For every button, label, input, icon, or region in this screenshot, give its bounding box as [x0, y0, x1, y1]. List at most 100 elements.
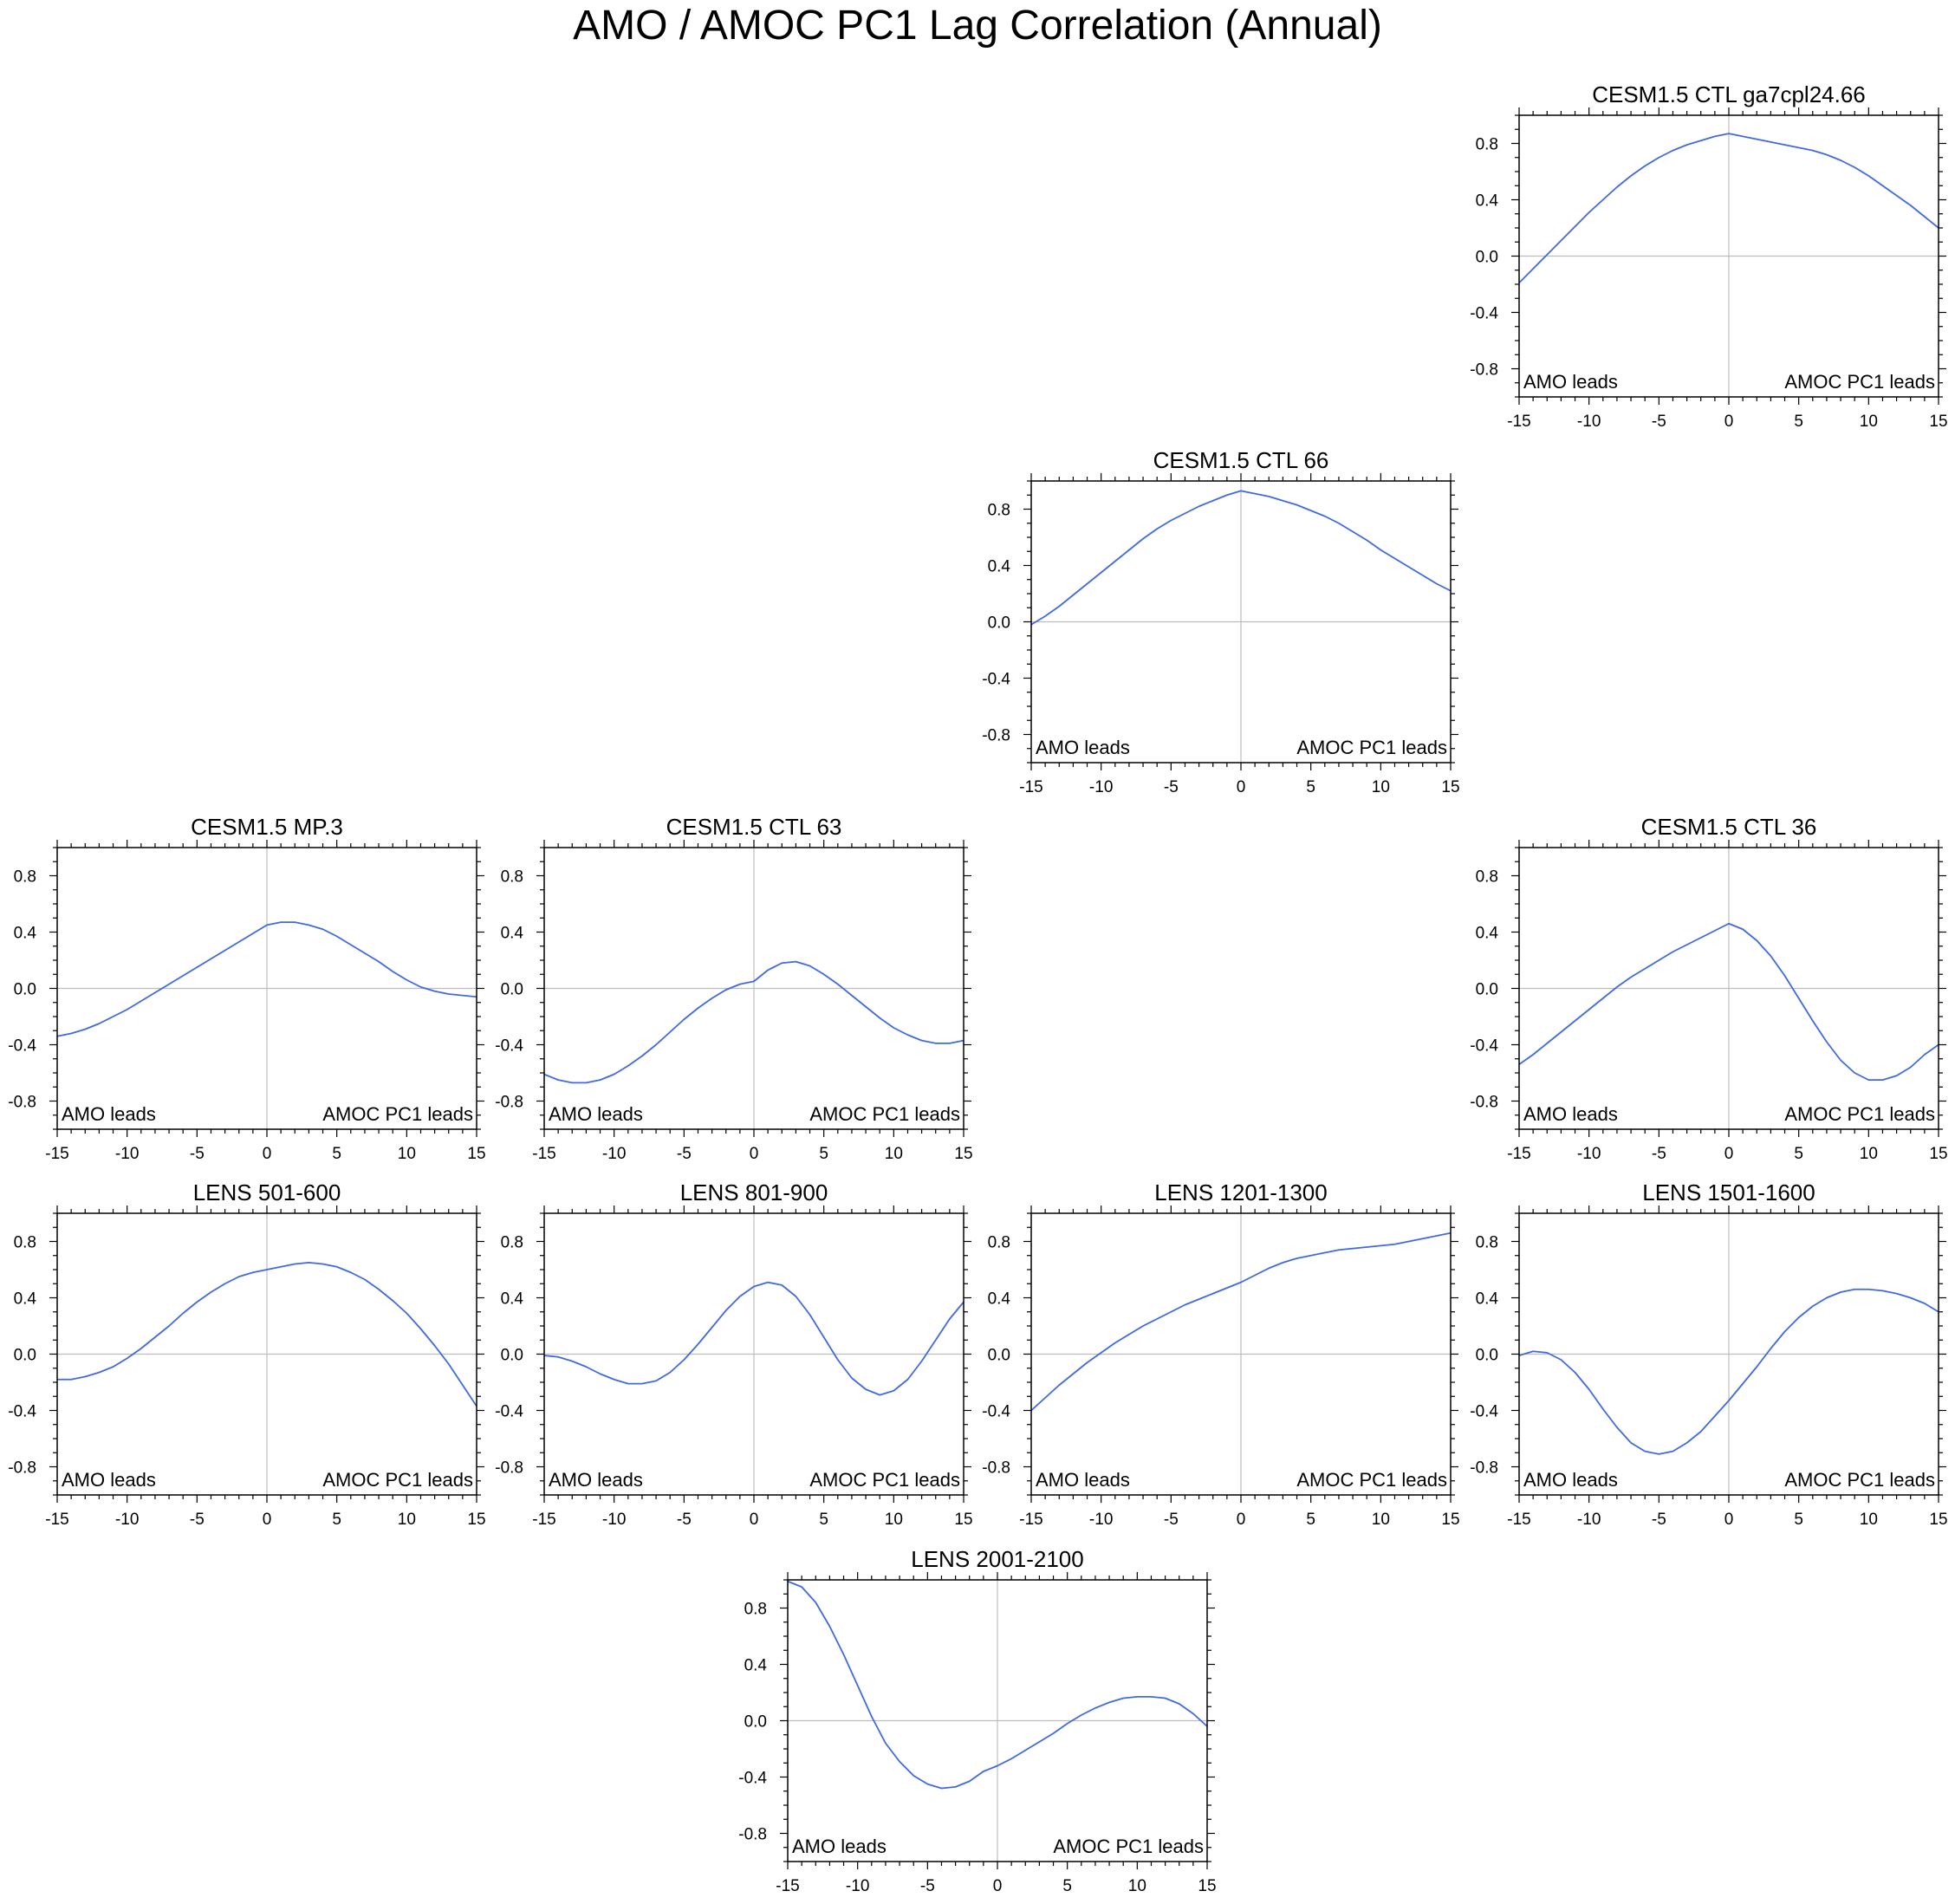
- x-tick-label: -5: [677, 1511, 692, 1529]
- x-tick-label: 15: [954, 1145, 972, 1163]
- y-tick-label: 0.0: [14, 1347, 36, 1365]
- x-tick-label: 0: [1237, 778, 1246, 796]
- panel-1: -15 -10 -5 0 5 10 15 0.8 0.4 0.0 -0.4 -0.8 CESM1.5 C…: [1470, 81, 1947, 431]
- x-tick-label: 5: [332, 1145, 341, 1163]
- x-tick-label: 0: [1724, 413, 1734, 431]
- y-tick-label: 0.8: [988, 502, 1010, 520]
- panel-title: CESM1.5 CTL 63: [666, 814, 842, 840]
- amoc-leads-label: AMOC PC1 leads: [1296, 1469, 1447, 1491]
- x-tick-label: 0: [263, 1511, 272, 1529]
- y-tick-label: 0.0: [501, 1347, 523, 1365]
- x-tick-label: -10: [1089, 1511, 1113, 1529]
- amo-leads-label: AMO leads: [62, 1469, 156, 1491]
- amoc-leads-label: AMOC PC1 leads: [322, 1103, 473, 1125]
- x-tick-label: 15: [1929, 413, 1947, 431]
- figure-title: AMO / AMOC PC1 Lag Correlation (Annual): [573, 3, 1382, 49]
- y-tick-label: 0.8: [988, 1234, 1010, 1252]
- x-tick-label: -5: [190, 1145, 205, 1163]
- x-tick-label: -15: [532, 1511, 555, 1529]
- y-tick-label: -0.8: [1470, 1459, 1498, 1478]
- x-tick-label: -15: [45, 1145, 68, 1163]
- x-tick-label: 5: [819, 1145, 828, 1163]
- amoc-leads-label: AMOC PC1 leads: [1296, 737, 1447, 758]
- y-tick-label: 0.8: [1476, 1234, 1498, 1252]
- y-tick-label: 0.4: [988, 558, 1011, 576]
- x-tick-label: 0: [1724, 1511, 1734, 1529]
- x-tick-label: -15: [776, 1877, 799, 1895]
- y-tick-label: -0.4: [982, 1403, 1010, 1421]
- amo-leads-label: AMO leads: [1036, 737, 1130, 758]
- x-tick-label: -15: [1019, 778, 1042, 796]
- x-tick-label: 5: [1794, 1511, 1803, 1529]
- amo-leads-label: AMO leads: [549, 1103, 643, 1125]
- x-tick-label: -15: [1019, 1511, 1042, 1529]
- y-tick-label: -0.4: [982, 671, 1010, 689]
- panel-title: LENS 801-900: [680, 1179, 828, 1205]
- y-tick-label: 0.8: [501, 1234, 523, 1252]
- y-tick-label: -0.8: [495, 1459, 523, 1478]
- x-tick-label: -5: [1164, 778, 1179, 796]
- y-tick-label: 0.0: [1476, 981, 1498, 999]
- y-tick-label: 0.8: [501, 868, 523, 887]
- correlation-line: [1518, 922, 1939, 1082]
- amoc-leads-label: AMOC PC1 leads: [809, 1103, 960, 1125]
- correlation-line: [543, 960, 965, 1084]
- x-tick-label: 0: [263, 1145, 272, 1163]
- panel-title: CESM1.5 CTL 36: [1641, 814, 1817, 840]
- y-tick-label: -0.8: [982, 1459, 1010, 1478]
- amo-leads-label: AMO leads: [1523, 371, 1618, 393]
- y-tick-label: 0.0: [744, 1713, 767, 1732]
- x-tick-label: 15: [1929, 1145, 1947, 1163]
- x-tick-label: -5: [1652, 1145, 1666, 1163]
- amoc-leads-label: AMOC PC1 leads: [1053, 1836, 1204, 1857]
- x-tick-label: -10: [602, 1511, 626, 1529]
- correlation-line: [543, 1281, 965, 1396]
- y-tick-label: 0.8: [14, 868, 36, 887]
- amoc-leads-label: AMOC PC1 leads: [809, 1469, 960, 1491]
- y-tick-label: 0.8: [1476, 868, 1498, 887]
- panel-title: LENS 2001-2100: [911, 1546, 1083, 1572]
- y-tick-label: -0.4: [8, 1403, 36, 1421]
- x-tick-label: -15: [1507, 1145, 1530, 1163]
- correlation-line: [1030, 1231, 1452, 1412]
- x-tick-label: -5: [677, 1145, 692, 1163]
- y-tick-label: 0.0: [14, 981, 36, 999]
- x-tick-label: -10: [1089, 778, 1113, 796]
- amoc-leads-label: AMOC PC1 leads: [1784, 1103, 1935, 1125]
- y-tick-label: -0.4: [8, 1037, 36, 1056]
- panel-9: -15 -10 -5 0 5 10 15 0.8 0.4 0.0 -0.4 -0.8 LENS 1501…: [1470, 1179, 1947, 1529]
- amo-leads-label: AMO leads: [1523, 1469, 1618, 1491]
- y-tick-label: -0.8: [8, 1459, 36, 1478]
- amo-leads-label: AMO leads: [1036, 1469, 1130, 1491]
- x-tick-label: -5: [1164, 1511, 1179, 1529]
- correlation-line: [56, 921, 477, 1037]
- x-tick-label: -10: [602, 1145, 626, 1163]
- panel-title: LENS 501-600: [193, 1179, 341, 1205]
- y-tick-label: 0.4: [988, 1290, 1011, 1309]
- x-tick-label: -5: [190, 1511, 205, 1529]
- y-tick-label: -0.8: [495, 1094, 523, 1112]
- amo-leads-label: AMO leads: [549, 1469, 643, 1491]
- panel-8: -15 -10 -5 0 5 10 15 0.8 0.4 0.0 -0.4 -0.8 LENS 1201…: [982, 1179, 1459, 1529]
- panel-title: LENS 1201-1300: [1154, 1179, 1327, 1205]
- panel-10: -15 -10 -5 0 5 10 15 0.8 0.4 0.0 -0.4 -0.8 LENS 2001…: [738, 1546, 1216, 1895]
- x-tick-label: 0: [1724, 1145, 1734, 1163]
- x-tick-label: -15: [532, 1145, 555, 1163]
- x-tick-label: 10: [398, 1511, 416, 1529]
- x-tick-label: -15: [1507, 1511, 1530, 1529]
- x-tick-label: 10: [1372, 1511, 1390, 1529]
- y-tick-label: -0.4: [1470, 1037, 1498, 1056]
- x-tick-label: 0: [993, 1877, 1003, 1895]
- y-tick-label: -0.8: [1470, 361, 1498, 380]
- amo-leads-label: AMO leads: [1523, 1103, 1618, 1125]
- panel-6: -15 -10 -5 0 5 10 15 0.8 0.4 0.0 -0.4 -0.8 LENS 501-…: [8, 1179, 485, 1529]
- x-tick-label: -10: [115, 1511, 139, 1529]
- y-tick-label: -0.8: [738, 1826, 767, 1844]
- y-tick-label: -0.4: [495, 1403, 523, 1421]
- x-tick-label: -10: [1577, 1145, 1601, 1163]
- x-tick-label: 5: [1062, 1877, 1072, 1895]
- panels: -15 -10 -5 0 5 10 15 0.8 0.4 0.0 -0.4 -0.8 CESM1.5 C…: [8, 81, 1947, 1895]
- y-tick-label: 0.4: [501, 925, 524, 943]
- panel-title: CESM1.5 CTL 66: [1153, 447, 1329, 473]
- x-tick-label: -10: [1577, 413, 1601, 431]
